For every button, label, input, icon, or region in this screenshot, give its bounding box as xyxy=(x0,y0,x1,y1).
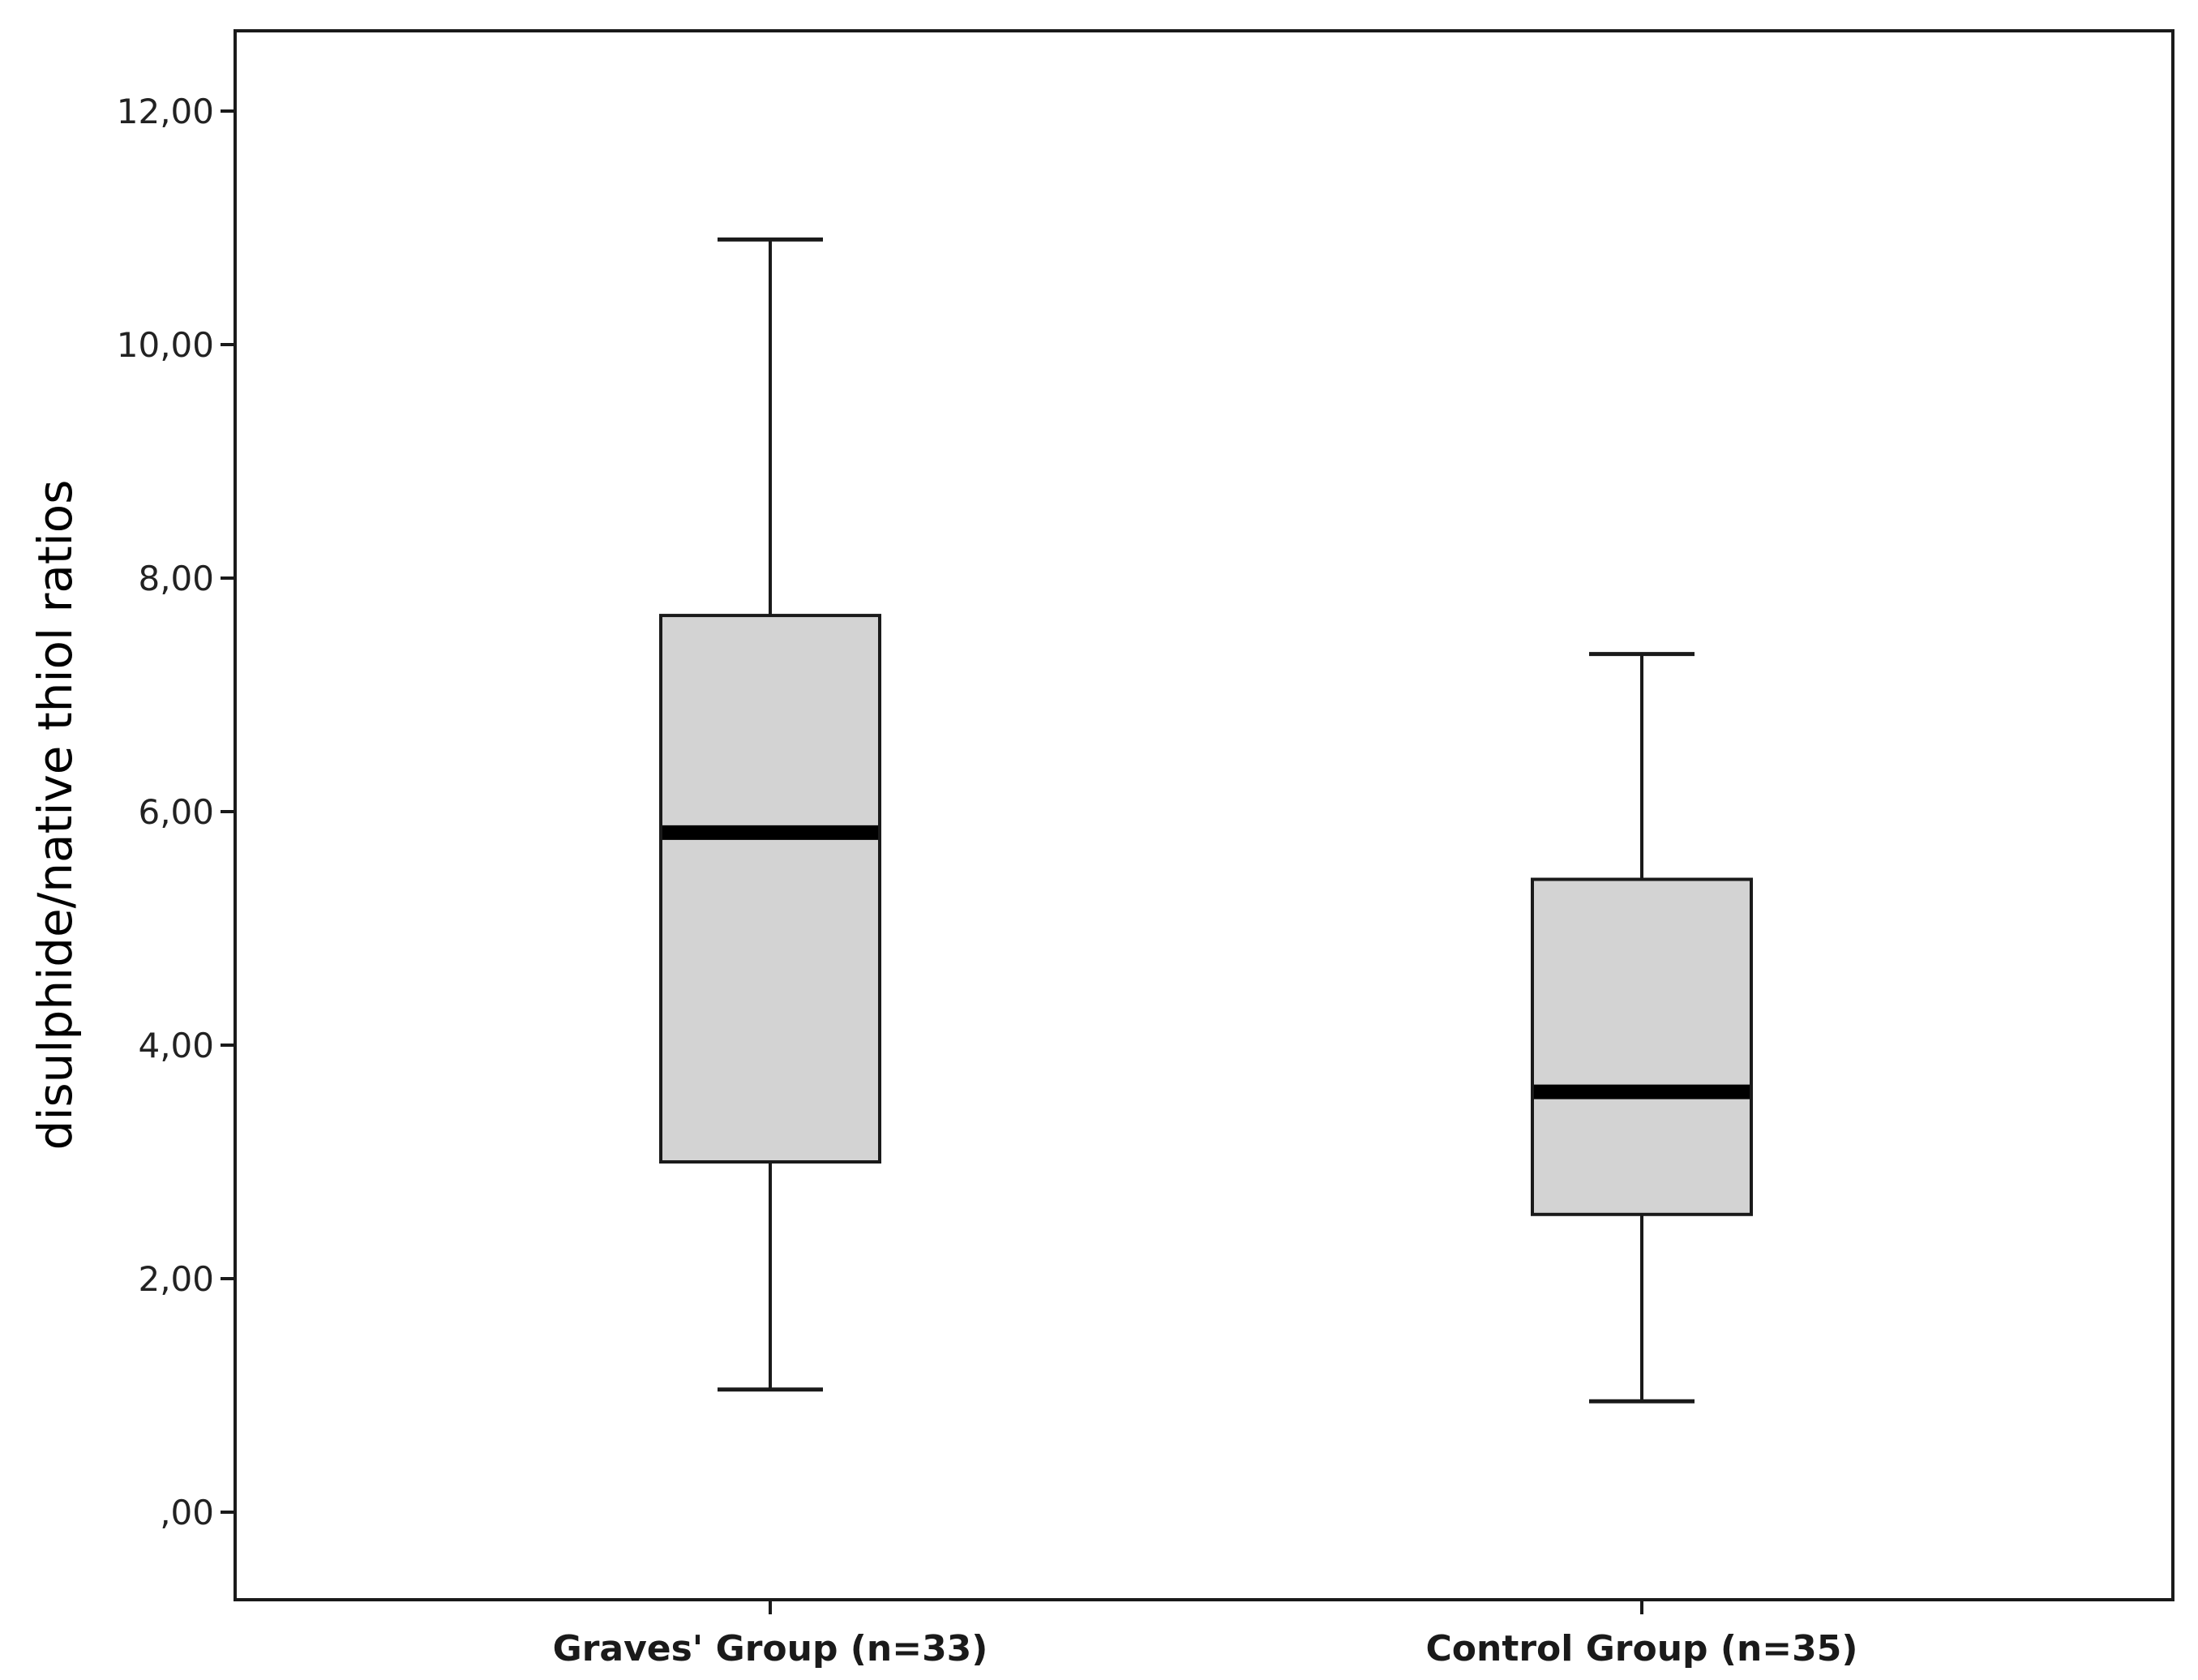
plot-frame xyxy=(234,29,2174,1601)
iqr-box xyxy=(1531,877,1753,1216)
y-tick-label: 2,00 xyxy=(138,1259,214,1299)
iqr-box xyxy=(659,614,881,1164)
x-axis: Graves' Group (n=33) Control Group (n=35) xyxy=(553,1600,1858,1669)
y-tick-label: 6,00 xyxy=(138,792,214,832)
boxes xyxy=(659,237,1753,1404)
y-tick-label: 10,00 xyxy=(117,325,214,365)
x-category-label: Control Group (n=35) xyxy=(1425,1628,1857,1669)
box-group xyxy=(1531,652,1753,1404)
x-category-label: Graves' Group (n=33) xyxy=(553,1628,988,1669)
y-axis-title: disulphide/native thiol ratios xyxy=(28,480,83,1151)
y-axis: ,00 2,00 4,00 6,00 8,00 10,00 12,00 xyxy=(117,92,235,1532)
box-group xyxy=(659,237,881,1392)
y-tick-label: ,00 xyxy=(160,1493,214,1532)
y-tick-label: 4,00 xyxy=(138,1026,214,1065)
y-tick-label: 8,00 xyxy=(138,559,214,598)
y-tick-label: 12,00 xyxy=(117,92,214,131)
